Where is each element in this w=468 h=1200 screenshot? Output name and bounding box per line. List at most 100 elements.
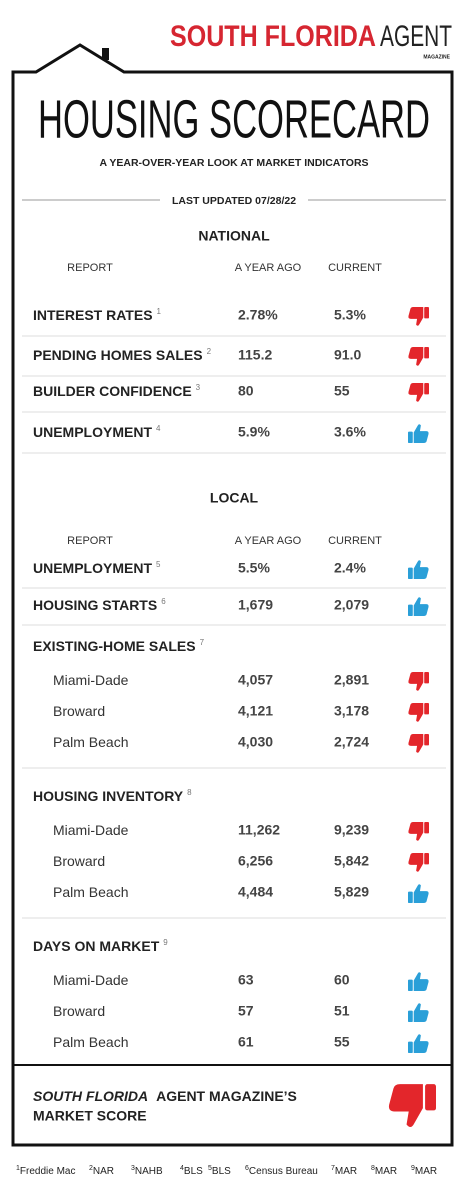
footnote-num: 9: [411, 1165, 415, 1172]
footnote-ref: 1: [157, 307, 162, 316]
year-ago: 4,030: [238, 734, 273, 750]
footnote: 2NAR: [89, 1165, 114, 1177]
icon-shape: [408, 671, 429, 691]
footnote-text: NAHB: [135, 1166, 163, 1177]
row-label: Broward: [53, 703, 105, 719]
icon-shape: [408, 306, 429, 326]
icon-shape: [388, 1084, 436, 1128]
section-heading: NATIONAL: [198, 228, 270, 244]
brand-sub: MAGAZINE: [423, 54, 450, 60]
icon-shape: [408, 424, 429, 444]
subtitle: A YEAR-OVER-YEAR LOOK AT MARKET INDICATO…: [99, 157, 368, 169]
footnote: 6Census Bureau: [245, 1165, 318, 1177]
label: Miami-Dade: [53, 972, 129, 988]
row-label: Palm Beach: [53, 734, 128, 750]
footnote-ref: 9: [163, 938, 168, 947]
title: HOUSING SCORECARD: [38, 89, 430, 149]
score-title: MARKET SCORE: [33, 1108, 147, 1124]
label: Palm Beach: [53, 1034, 128, 1050]
footnote-num: 1: [16, 1165, 20, 1172]
footnote: 8MAR: [371, 1165, 397, 1177]
footnote-text: MAR: [375, 1166, 397, 1177]
footnote-num: 2: [89, 1165, 93, 1172]
column-header: CURRENT: [328, 262, 382, 274]
brand-agent: AGENT: [380, 20, 452, 53]
current: 9,239: [334, 822, 369, 838]
row-label: Miami-Dade: [53, 972, 129, 988]
row-label: Miami-Dade: [53, 672, 129, 688]
column-header: A YEAR AGO: [235, 535, 302, 547]
footnote-ref: 2: [207, 347, 212, 356]
label: HOUSING STARTS: [33, 597, 157, 613]
footnote-num: 6: [245, 1165, 249, 1172]
current: 2,891: [334, 672, 369, 688]
row-label: HOUSING STARTS 6: [33, 597, 166, 613]
icon-shape: [408, 597, 429, 617]
year-ago: 115.2: [238, 347, 272, 363]
current: 55: [334, 1034, 350, 1050]
thumbs-down: [408, 821, 429, 841]
footnote-num: 5: [208, 1165, 212, 1172]
current: 3,178: [334, 703, 369, 719]
current: 5,829: [334, 884, 369, 900]
footnote-text: Census Bureau: [249, 1166, 318, 1177]
label: PENDING HOMES SALES: [33, 347, 203, 363]
current: 51: [334, 1003, 350, 1019]
thumbs-down: [408, 346, 429, 366]
footnote-text: NAR: [93, 1166, 114, 1177]
footnote-ref: 4: [156, 424, 161, 433]
icon-shape: [408, 702, 429, 722]
score-title-italic: SOUTH FLORIDA: [33, 1088, 148, 1104]
year-ago: 4,121: [238, 703, 273, 719]
current: 2.4%: [334, 560, 366, 576]
label: HOUSING INVENTORY: [33, 788, 184, 804]
row-label: Broward: [53, 1003, 105, 1019]
row-label: BUILDER CONFIDENCE 3: [33, 383, 201, 399]
icon-shape: [408, 1034, 429, 1054]
footnote: 7MAR: [331, 1165, 357, 1177]
column-header: CURRENT: [328, 535, 382, 547]
footnote: 1Freddie Mac: [16, 1165, 75, 1177]
icon-shape: [408, 346, 429, 366]
row-label: PENDING HOMES SALES 2: [33, 347, 212, 363]
footnote-text: BLS: [184, 1166, 203, 1177]
row-label: EXISTING-HOME SALES 7: [33, 638, 205, 654]
icon-shape: [408, 884, 429, 904]
row-label: UNEMPLOYMENT 5: [33, 560, 161, 576]
label: Broward: [53, 703, 105, 719]
year-ago: 80: [238, 383, 254, 399]
current: 5,842: [334, 853, 369, 869]
footnote-ref: 3: [196, 383, 201, 392]
year-ago: 4,484: [238, 884, 273, 900]
label: Palm Beach: [53, 884, 128, 900]
year-ago: 11,262: [238, 822, 280, 838]
footnote-num: 8: [371, 1165, 375, 1172]
row-label: Broward: [53, 853, 105, 869]
thumbs-up: [408, 560, 429, 580]
column-header: A YEAR AGO: [235, 262, 302, 274]
footnote-text: BLS: [212, 1166, 231, 1177]
footnote-num: 3: [131, 1165, 135, 1172]
thumbs-down: [388, 1084, 436, 1128]
row-label: DAYS ON MARKET 9: [33, 938, 168, 954]
footnote-text: Freddie Mac: [20, 1166, 76, 1177]
footnote-text: MAR: [335, 1166, 357, 1177]
score-title-rest: AGENT MAGAZINE’S: [156, 1088, 297, 1104]
year-ago: 6,256: [238, 853, 273, 869]
thumbs-down: [408, 671, 429, 691]
year-ago: 1,679: [238, 597, 273, 613]
footnote-ref: 6: [161, 597, 166, 606]
thumbs-up: [408, 1003, 429, 1023]
score-title: SOUTH FLORIDA AGENT MAGAZINE’S: [33, 1088, 297, 1104]
label: UNEMPLOYMENT: [33, 560, 152, 576]
label: Broward: [53, 853, 105, 869]
current: 2,724: [334, 734, 369, 750]
row-label: HOUSING INVENTORY 8: [33, 788, 192, 804]
current: 91.0: [334, 347, 361, 363]
row-label: Miami-Dade: [53, 822, 129, 838]
year-ago: 2.78%: [238, 307, 278, 323]
current: 3.6%: [334, 424, 366, 440]
current: 55: [334, 383, 350, 399]
row-label: Palm Beach: [53, 884, 128, 900]
